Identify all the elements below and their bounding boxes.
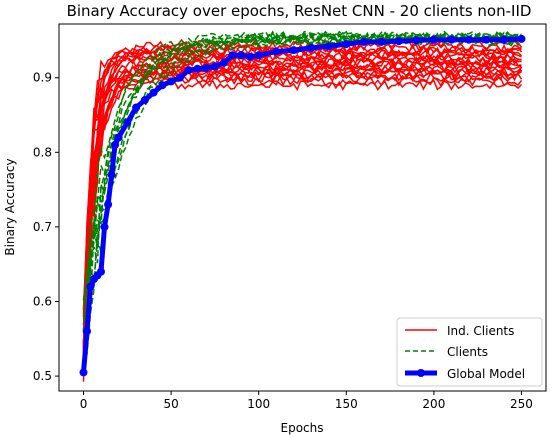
client-line-1 [82, 30, 522, 363]
ind-client-line-16 [82, 68, 523, 326]
client-line-5 [82, 32, 523, 301]
x-tick-label: 100 [247, 397, 270, 411]
legend-marker-global-model [417, 369, 425, 377]
global-model-point [111, 140, 120, 149]
client-line-9 [82, 35, 522, 359]
ind-client-line-19 [82, 75, 523, 342]
x-tick-label: 50 [163, 397, 178, 411]
global-model-point [100, 222, 109, 231]
ind-client-line-18 [82, 71, 523, 345]
global-model-point [175, 73, 184, 82]
global-model-point [193, 64, 202, 73]
global-model-point [149, 88, 158, 97]
ind-client-line-7 [82, 51, 522, 333]
y-tick-label: 0.9 [33, 71, 52, 85]
ind-client-line-15 [82, 65, 523, 350]
x-axis: 0 50 100 150 200 250 [80, 391, 533, 411]
global-model-point [324, 42, 333, 51]
global-model-point [245, 52, 254, 61]
global-model-point [123, 118, 132, 127]
global-model-point [97, 267, 105, 276]
global-model-point [464, 35, 473, 44]
y-tick-label: 0.7 [33, 220, 52, 234]
global-model-point [429, 35, 438, 44]
ind-client-line-17 [82, 69, 522, 374]
global-model-point [140, 96, 149, 105]
global-model-point [412, 36, 421, 45]
legend-label-clients: Clients [447, 345, 488, 359]
global-model-point [210, 62, 219, 71]
legend-label-global-model: Global Model [447, 367, 525, 381]
global-model-point [447, 35, 456, 44]
global-model-point [114, 133, 123, 142]
x-tick-label: 150 [335, 397, 358, 411]
global-model-point [482, 35, 491, 44]
global-model-point [202, 64, 211, 72]
global-model-point [359, 37, 368, 46]
ind-client-line-4 [82, 45, 522, 331]
global-model-point [377, 37, 386, 46]
x-tick-label: 200 [422, 397, 445, 411]
global-model-point [394, 37, 403, 46]
legend-label-ind-clients: Ind. Clients [447, 324, 514, 338]
global-model-point [83, 327, 91, 336]
global-model-point [79, 368, 88, 377]
chart-title: Binary Accuracy over epochs, ResNet CNN … [67, 2, 532, 20]
client-line-10 [82, 37, 523, 332]
global-model-point [158, 81, 167, 90]
ind-client-line-6 [82, 49, 522, 348]
ind-client-line-10 [82, 56, 522, 347]
global-model-point [500, 35, 508, 44]
global-model-point [289, 46, 298, 55]
x-tick-label: 250 [510, 397, 533, 411]
ind-client-line-20 [82, 79, 523, 345]
ind-client-line-12 [82, 60, 522, 351]
ind-client-line-14 [82, 65, 523, 318]
y-tick-label: 0.6 [33, 294, 52, 308]
global-model-point [272, 47, 281, 56]
x-tick-label: 0 [80, 397, 88, 411]
global-model-point [86, 282, 95, 291]
legend: Ind. Clients Clients Global Model [396, 317, 543, 387]
global-model-point [237, 51, 246, 60]
global-model-point [104, 200, 113, 209]
global-model-point [228, 51, 237, 60]
x-axis-label: Epochs [281, 421, 324, 435]
global-model-point [307, 43, 316, 52]
global-model-point [254, 51, 263, 60]
y-axis: 0.5 0.6 0.7 0.8 0.9 [33, 71, 59, 383]
legend-box [396, 317, 543, 387]
global-model-point [132, 103, 141, 112]
global-model-point [167, 77, 176, 86]
global-model-point [107, 170, 116, 179]
global-model-point [184, 66, 193, 75]
y-tick-label: 0.5 [33, 369, 52, 383]
global-model-point [517, 34, 526, 43]
global-model-point [342, 40, 351, 49]
global-model-point [219, 58, 228, 67]
y-axis-label: Binary Accuracy [3, 158, 17, 255]
plot-frame [58, 23, 547, 392]
series-layer [79, 30, 526, 382]
y-tick-label: 0.8 [33, 145, 52, 159]
